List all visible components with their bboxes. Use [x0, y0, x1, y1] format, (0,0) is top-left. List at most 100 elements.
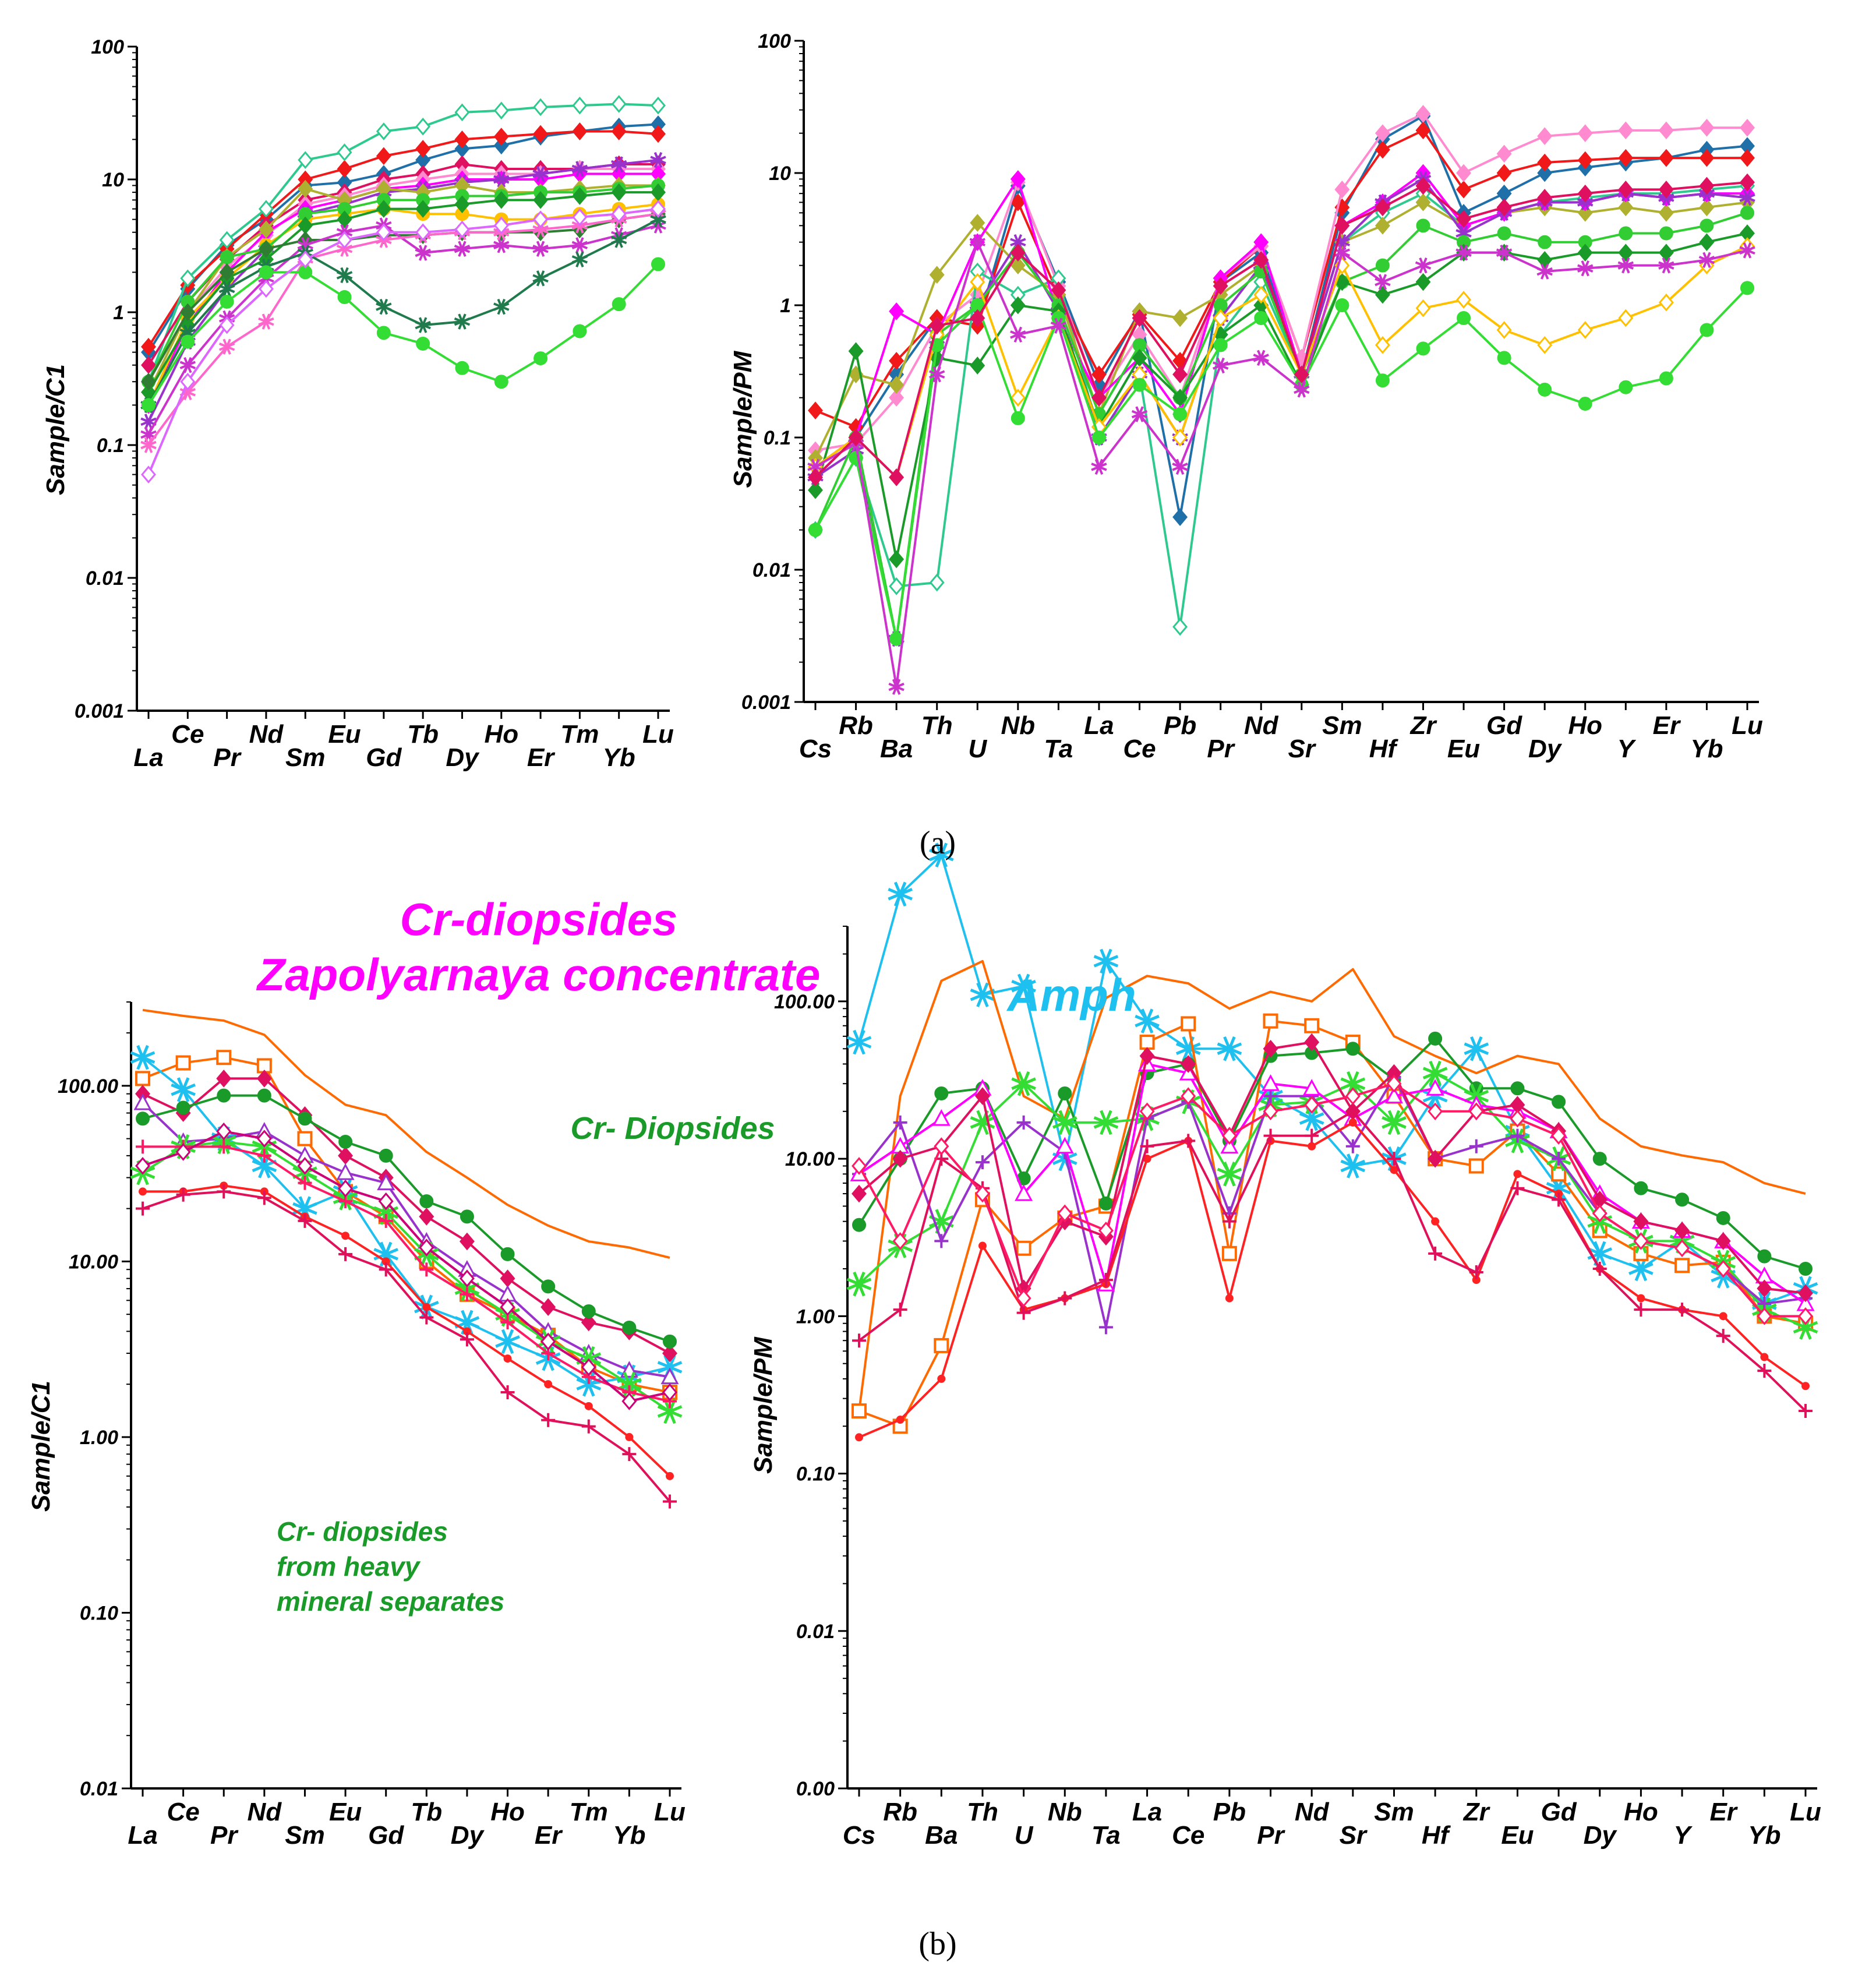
data-point-u9-eu [341, 1231, 350, 1240]
data-point-t3-eu [1456, 164, 1472, 182]
data-point-u10-pr [217, 1184, 231, 1199]
data-point-v9-eu [1513, 1170, 1522, 1178]
data-point-s3-pr [219, 231, 235, 249]
data-point-v1-ce [1175, 1036, 1201, 1061]
y-tick-label: 10 [102, 169, 124, 191]
data-point-s8-sm [298, 179, 313, 198]
data-point-v10-er [1716, 1329, 1730, 1343]
data-point-v11-ba [934, 1137, 949, 1156]
x-tick-label-sm: Sm [1374, 1798, 1414, 1826]
data-point-t13-nd [1253, 250, 1269, 269]
data-point-s2-tb [415, 140, 431, 158]
series-v7 [850, 1054, 1815, 1311]
data-point-v1-rb [888, 881, 913, 907]
y-tick-label: 0.01 [86, 567, 124, 590]
y-tick-label: 100.00 [58, 1075, 118, 1098]
chart-b_right: 0.00 0.01 0.10 1.00 10.00 100.00 Sample/PM Cs Rb… [749, 842, 1821, 1850]
data-point-t8-dy [1538, 235, 1552, 249]
y-tick-label: 0.1 [764, 427, 791, 449]
data-point-u9-tm [584, 1402, 593, 1410]
x-tick-label-ba: Ba [925, 1821, 958, 1850]
series-t12 [807, 234, 1755, 695]
data-point-t11-dy [1538, 382, 1552, 397]
data-point-v11-hf [1428, 1102, 1443, 1121]
series-v2 [858, 959, 1806, 1412]
data-point-s2-yb [611, 122, 627, 140]
data-point-t3-lu [1740, 118, 1755, 137]
data-point-s16-er [534, 351, 548, 366]
data-point-u8-pr [217, 1139, 231, 1154]
data-point-t13-ba [889, 468, 905, 486]
data-point-u3-lu [657, 1354, 683, 1380]
data-point-u3-gd [373, 1241, 398, 1267]
y-tick-label: 10.00 [69, 1251, 118, 1273]
data-point-u2-ce [175, 1055, 191, 1071]
data-point-t9-dy [1537, 250, 1553, 269]
data-point-s3-dy [454, 103, 470, 122]
x-tick-label-eu: Eu [1501, 1821, 1534, 1850]
x-tick-label-lu: Lu [1732, 711, 1763, 740]
x-tick-label-la: La [133, 743, 163, 772]
data-point-s14-er [532, 221, 549, 238]
data-point-t11-gd [1497, 351, 1511, 365]
data-point-u11-tb [419, 1238, 434, 1257]
data-point-u11-sm [297, 1157, 313, 1175]
x-tick-label-eu: Eu [1447, 735, 1480, 763]
data-point-v4-gd [1552, 1095, 1566, 1109]
data-point-u5-la [136, 1111, 150, 1126]
data-point-v1-cs [846, 1029, 872, 1055]
data-point-v3-la [1139, 1035, 1155, 1050]
data-point-v10-sr [1345, 1104, 1360, 1118]
data-point-u5-tb [419, 1194, 434, 1209]
data-point-u3-sm [292, 1196, 317, 1221]
data-point-v7-hf [1426, 1079, 1444, 1096]
data-point-t13-zr [1415, 177, 1431, 195]
data-point-t9-nb [1010, 296, 1026, 315]
series-u9 [139, 1181, 674, 1480]
data-point-t12-pr [1212, 357, 1229, 374]
y-tick-label: 0.1 [97, 435, 124, 457]
data-point-t2-nb [1010, 193, 1026, 211]
data-point-s2-gd [376, 147, 391, 165]
data-point-v4-er [1716, 1211, 1730, 1225]
data-point-s7-yb [610, 156, 627, 172]
data-point-s3-sm [298, 151, 313, 170]
data-point-u4-er [540, 1298, 556, 1317]
data-point-v1-zr [1464, 1036, 1489, 1061]
x-tick-label-sm: Sm [285, 1821, 324, 1850]
y-axis-title: Sample/PM [729, 350, 757, 488]
data-point-u10-dy [460, 1332, 474, 1347]
data-point-v11-rb [892, 1232, 908, 1250]
annotation-cr-diopsides-green: Cr- Diopsides [570, 1111, 775, 1146]
y-tick-label: 100.00 [774, 991, 835, 1013]
series-line-t8 [814, 211, 1748, 640]
data-point-v1-la [1135, 1008, 1160, 1033]
data-point-v10-nb [1058, 1291, 1072, 1305]
data-point-t10-y [1618, 309, 1634, 327]
data-point-v5-ba [929, 1209, 954, 1234]
y-axis-title: Sample/C1 [41, 364, 70, 495]
data-point-u8-sm [298, 1176, 312, 1190]
data-point-s15-dy [454, 313, 471, 330]
x-tick-label-er: Er [1653, 711, 1681, 740]
series-s3 [141, 95, 666, 391]
series-line-s13 [147, 224, 659, 435]
panel-label-b: (b) [918, 1926, 956, 1962]
data-point-v9-hf [1431, 1217, 1440, 1226]
data-point-v11-sm [1386, 1074, 1402, 1093]
data-point-s17-ce [180, 372, 196, 391]
data-point-v10-ho [1634, 1303, 1648, 1317]
data-point-s11-er [533, 190, 549, 209]
data-point-t9-ba [889, 550, 905, 569]
series-line-v6 [858, 1076, 1806, 1329]
x-tick-label-gd: Gd [1486, 711, 1522, 740]
data-point-s14-ce [179, 384, 196, 400]
data-point-s15-yb [610, 232, 627, 248]
data-point-u9-lu [666, 1472, 674, 1480]
data-point-t13-dy [1537, 189, 1553, 207]
data-point-v7-nb [1055, 1137, 1074, 1154]
data-point-t6-nd [1253, 233, 1269, 252]
data-point-s17-pr [219, 316, 235, 334]
series-u8 [136, 1139, 677, 1409]
data-point-u4-nd [256, 1070, 272, 1088]
